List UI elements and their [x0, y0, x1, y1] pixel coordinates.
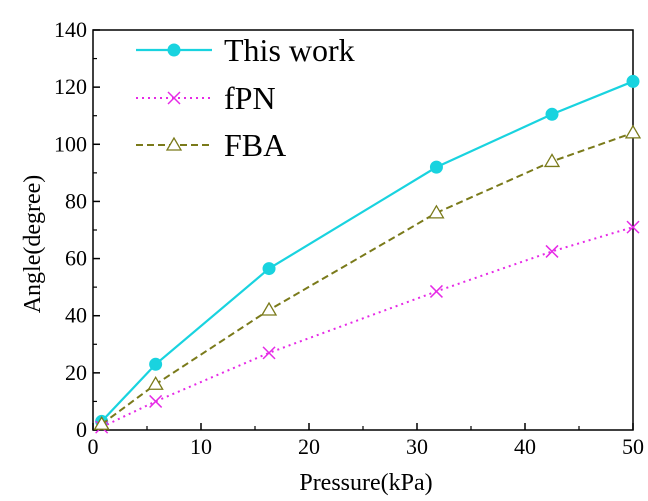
data-point: [545, 244, 559, 258]
x-tick-label: 0: [88, 434, 99, 459]
data-point: [545, 107, 559, 121]
series-line: [101, 226, 634, 429]
series-layer: [93, 74, 642, 434]
data-point: [429, 160, 443, 174]
legend-marker: [167, 91, 181, 105]
series-line: [101, 131, 634, 426]
data-point: [262, 346, 276, 360]
y-tick-label: 0: [76, 417, 87, 442]
marker-stroke: [626, 220, 640, 234]
legend-label: fPN: [224, 80, 276, 116]
y-tick-label: 60: [65, 246, 87, 271]
plot-frame: [92, 29, 634, 431]
data-point: [260, 301, 278, 316]
legend-marker: [167, 43, 181, 57]
legend-label: FBA: [224, 127, 286, 163]
legend-marker: [165, 136, 183, 151]
x-tick-label: 30: [406, 434, 428, 459]
x-axis-label: Pressure(kPa): [299, 470, 432, 496]
y-tick-label: 100: [54, 131, 87, 156]
y-tick-label: 40: [65, 303, 87, 328]
x-tick-label: 50: [622, 434, 644, 459]
series-3: [93, 124, 642, 430]
legend-label: This work: [224, 32, 355, 68]
y-axis-label: Angle(degree): [20, 175, 46, 314]
legend-item: FBA: [136, 127, 286, 163]
data-point: [428, 204, 445, 219]
x-tick-label: 40: [514, 434, 536, 459]
y-tick-label: 120: [54, 74, 87, 99]
marker-stroke: [545, 244, 559, 258]
y-tick-label: 20: [65, 360, 87, 385]
data-point: [262, 262, 276, 276]
x-tick-label: 10: [190, 434, 212, 459]
data-point: [626, 74, 640, 88]
data-point: [147, 375, 164, 390]
series-1: [95, 74, 640, 428]
data-point: [93, 415, 110, 430]
y-tick-label: 80: [65, 188, 87, 213]
y-tick-label: 140: [54, 17, 87, 42]
series-line: [100, 80, 634, 423]
x-tick-label: 20: [298, 434, 320, 459]
data-point: [543, 153, 561, 168]
axes-layer: 0 10 20 30 40 50 0 20 40 60 80 100 120 140: [54, 17, 644, 459]
data-point: [626, 220, 640, 234]
legend: This work fPN FBA: [136, 32, 355, 163]
marker-stroke: [429, 284, 443, 298]
legend-item: This work: [136, 32, 355, 68]
series-2: [95, 220, 640, 434]
marker-stroke: [262, 346, 276, 360]
data-point: [429, 284, 443, 298]
marker-stroke: [167, 91, 181, 105]
legend-item: fPN: [136, 80, 276, 116]
data-point: [149, 357, 163, 371]
marker-stroke: [149, 394, 163, 408]
data-point: [624, 124, 642, 139]
data-point: [149, 394, 163, 408]
